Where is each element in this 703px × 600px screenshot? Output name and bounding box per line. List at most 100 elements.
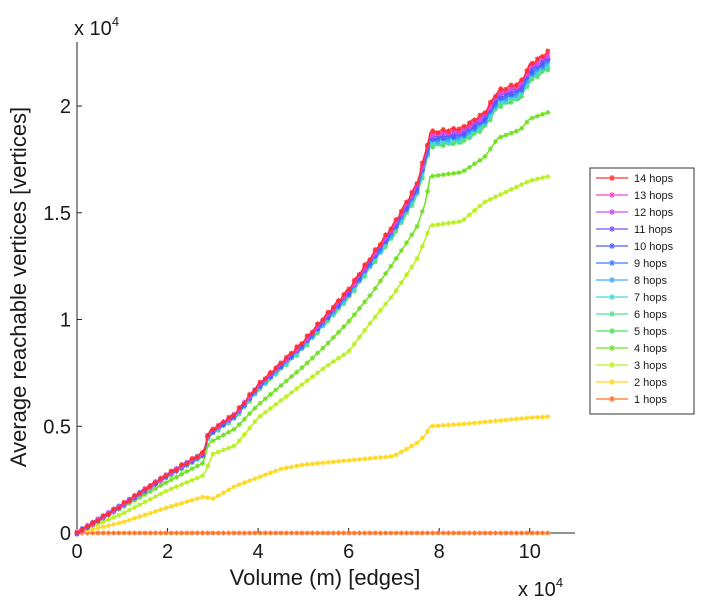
series-marker <box>194 454 200 460</box>
series-marker <box>482 419 488 425</box>
series-marker <box>315 530 321 536</box>
series-marker <box>493 101 499 107</box>
series-marker <box>231 443 237 449</box>
series-marker <box>179 530 185 536</box>
series-marker <box>451 422 457 428</box>
series-marker <box>430 173 436 179</box>
series-marker <box>152 486 158 492</box>
legend-item: 6 hops <box>596 309 668 321</box>
series-marker <box>315 321 321 327</box>
series-marker <box>519 83 525 89</box>
series-marker <box>519 77 525 83</box>
series-marker <box>152 480 158 486</box>
y-axis-label: Average reachable vertices [vertices] <box>6 107 31 467</box>
series-marker <box>529 415 535 421</box>
series-marker <box>330 359 336 365</box>
series-marker <box>519 93 525 99</box>
series-marker <box>357 530 363 536</box>
series-marker <box>184 469 190 475</box>
series-marker <box>325 530 331 536</box>
series-marker <box>132 504 138 510</box>
series-marker <box>247 530 253 536</box>
series-marker <box>513 416 519 422</box>
series-marker <box>278 382 284 388</box>
series-marker <box>304 360 310 366</box>
series-marker <box>383 271 389 277</box>
series-marker <box>299 365 305 371</box>
x-tick-label: 4 <box>253 541 264 563</box>
series-marker <box>456 219 462 225</box>
series-layer <box>74 48 551 537</box>
y-tick-label: 0 <box>60 523 71 545</box>
series-marker <box>529 76 535 82</box>
series-marker <box>299 382 305 388</box>
series-marker <box>545 414 551 420</box>
series-marker <box>168 530 174 536</box>
series-marker <box>95 525 101 531</box>
series-marker <box>362 456 368 462</box>
series-marker <box>179 461 185 467</box>
series-marker <box>200 473 206 479</box>
legend-marker <box>609 396 615 402</box>
series-marker <box>236 422 242 428</box>
series-marker <box>409 530 415 536</box>
legend-item: 1 hops <box>596 394 668 406</box>
series-marker <box>309 329 315 335</box>
legend-marker <box>609 226 615 232</box>
x-tick-label: 6 <box>343 541 354 563</box>
series-marker <box>173 502 179 508</box>
series-marker <box>498 417 504 423</box>
series-marker <box>482 199 488 205</box>
series-marker <box>383 301 389 307</box>
series-marker <box>210 426 216 432</box>
series-marker <box>320 345 326 351</box>
series-marker <box>383 530 389 536</box>
series-marker <box>498 93 504 99</box>
series-marker <box>346 348 352 354</box>
series-marker <box>210 530 216 536</box>
series-marker <box>519 86 525 92</box>
legend-box <box>589 167 695 415</box>
series-marker <box>189 530 195 536</box>
series-marker <box>477 115 483 121</box>
series-marker <box>493 93 499 99</box>
legend-label: 4 hops <box>634 343 668 355</box>
series-marker <box>241 530 247 536</box>
series-marker <box>498 191 504 197</box>
series-marker <box>95 518 101 524</box>
series-marker <box>393 452 399 458</box>
series-marker <box>200 530 206 536</box>
series-marker <box>383 454 389 460</box>
series-marker <box>194 475 200 481</box>
legend-marker <box>609 192 615 198</box>
series-marker <box>351 312 357 318</box>
series-marker <box>205 463 211 469</box>
series-marker <box>440 172 446 178</box>
series-marker <box>241 416 247 422</box>
series-marker <box>341 530 347 536</box>
series-marker <box>147 510 153 516</box>
series-marker <box>173 467 179 473</box>
series-marker <box>95 521 101 527</box>
series-marker <box>377 278 383 284</box>
x-tick-label: 0 <box>71 541 82 563</box>
series-marker <box>519 182 525 188</box>
series-marker <box>351 530 357 536</box>
series-marker <box>435 423 441 429</box>
series-marker <box>252 476 258 482</box>
series-marker <box>519 415 525 421</box>
series-marker <box>388 263 394 269</box>
series-marker <box>372 285 378 291</box>
series-marker <box>487 105 493 111</box>
series-marker <box>466 530 472 536</box>
series-marker <box>226 530 232 536</box>
series-marker <box>362 262 368 268</box>
series-marker <box>451 219 457 225</box>
series-marker <box>116 512 122 518</box>
series-marker <box>278 360 284 366</box>
series-marker <box>236 404 242 410</box>
series-line <box>76 175 548 534</box>
series-marker <box>184 499 190 505</box>
series-marker <box>189 477 195 483</box>
series-line <box>76 111 549 534</box>
